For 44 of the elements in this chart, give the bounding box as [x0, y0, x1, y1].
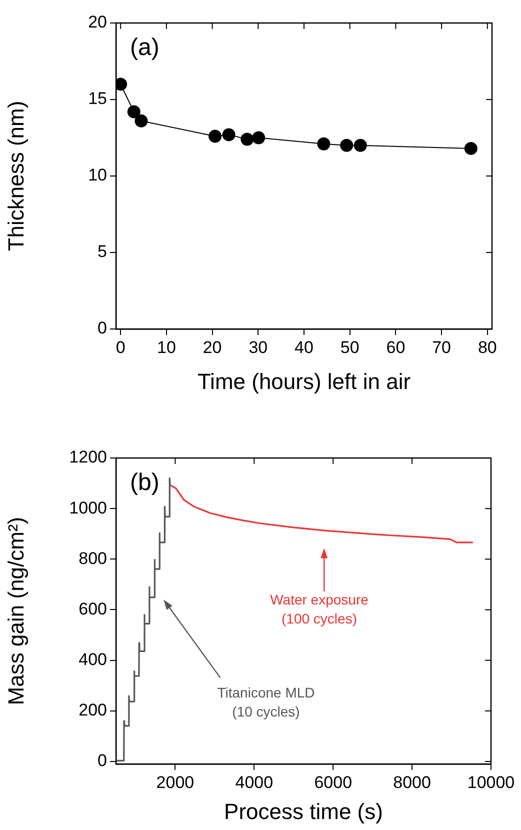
x-axis-title: Time (hours) left in air: [197, 368, 411, 394]
point: [127, 105, 140, 118]
annotation: (a): [130, 34, 160, 61]
annotation: Water exposure (100 cycles): [270, 591, 369, 626]
point: [240, 132, 254, 146]
x-tick-label: 4000: [235, 772, 274, 792]
y-tick-label: 20: [88, 12, 107, 32]
y-tick-label: 400: [78, 650, 107, 669]
x-tick-label: 30: [248, 338, 268, 357]
x-tick-label: 10: [156, 338, 176, 357]
point: [252, 131, 266, 144]
point: [340, 138, 354, 152]
y-tick-label: 0: [98, 318, 107, 338]
x-axis-title: Process time (s): [224, 798, 383, 824]
y-axis-title: Thickness (nm): [3, 100, 28, 252]
point: [134, 114, 148, 128]
y-tick-label: 5: [98, 242, 107, 262]
x-tick-label: 6000: [314, 772, 352, 792]
y-tick-label: 600: [78, 599, 107, 618]
x-tick-label: 50: [340, 338, 360, 357]
x-tick-label: 0: [116, 338, 126, 357]
y-tick-label: 1200: [69, 448, 107, 467]
x-tick-label: 70: [432, 338, 452, 357]
point: [354, 138, 367, 152]
x-tick-label: 10000: [467, 772, 515, 792]
x-tick-label: 80: [478, 338, 497, 357]
y-tick-label: 200: [78, 700, 107, 720]
annotation: Titanicone MLD (10 cycles): [217, 684, 315, 720]
y-tick-label: 15: [88, 89, 107, 108]
x-tick-label: 60: [386, 338, 406, 357]
point: [222, 128, 236, 142]
x-tick-label: 20: [202, 338, 222, 357]
y-tick-label: 10: [88, 166, 107, 185]
y-axis-title: Mass gain (ng/cm²): [3, 516, 28, 706]
y-tick-label: 800: [78, 548, 107, 568]
y-tick-label: 0: [98, 751, 107, 770]
x-tick-label: 2000: [156, 772, 194, 792]
point: [208, 130, 222, 143]
y-tick-label: 1000: [69, 498, 107, 518]
x-tick-label: 8000: [393, 772, 431, 792]
point: [317, 137, 330, 150]
x-tick-label: 40: [294, 338, 314, 357]
annotation: (b): [130, 469, 160, 496]
point: [464, 142, 478, 155]
